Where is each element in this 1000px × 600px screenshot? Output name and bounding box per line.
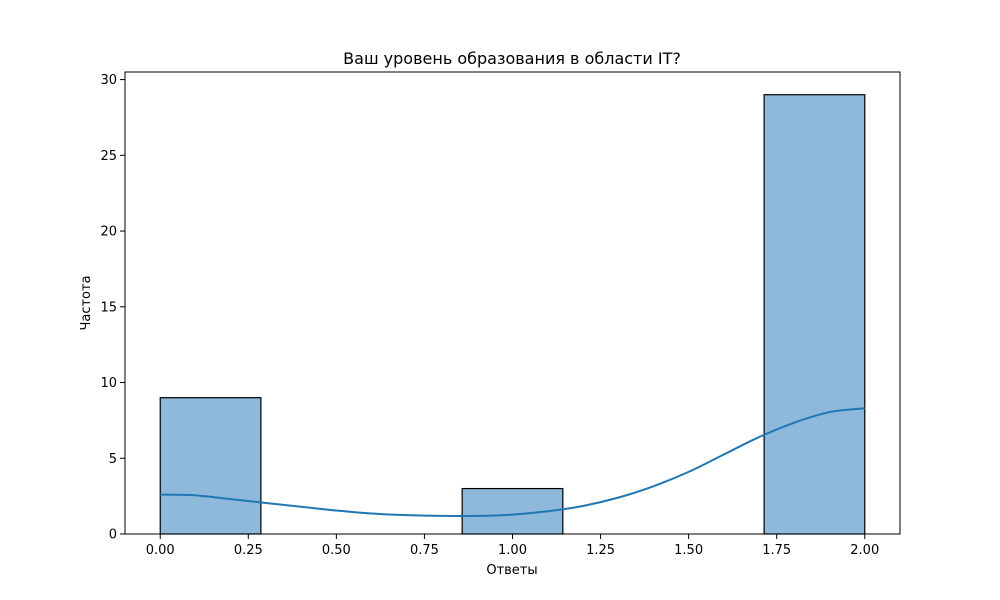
bars-group [159,94,866,535]
histogram-bar [763,94,866,535]
histogram-bar [159,397,262,535]
y-tick-label: 15 [100,300,117,315]
y-axis-label: Частота [79,275,94,330]
x-tick-label: 1.50 [674,543,703,558]
kde-line [160,407,865,517]
chart-title: Ваш уровень образования в области IT? [343,49,681,68]
y-tick-label: 30 [100,73,117,88]
x-tick-label: 2.00 [850,543,879,558]
x-tick-label: 1.75 [762,543,791,558]
x-axis-label: Ответы [486,563,537,578]
x-tick-label: 1.25 [586,543,615,558]
x-tick-label: 0.50 [322,543,351,558]
x-tick-label: 0.00 [146,543,175,558]
y-tick-label: 10 [100,376,117,391]
x-tick-label: 1.00 [498,543,527,558]
y-axis: 0 5 10 15 20 25 30 [100,73,125,543]
y-tick-label: 0 [109,528,117,543]
x-axis: 0.00 0.25 0.50 0.75 1.00 1.25 1.50 1.75 2.00 [146,534,879,558]
y-tick-label: 25 [100,149,117,164]
y-tick-label: 5 [109,452,117,467]
y-tick-label: 20 [100,225,117,240]
x-tick-label: 0.25 [234,543,263,558]
x-tick-label: 0.75 [410,543,439,558]
